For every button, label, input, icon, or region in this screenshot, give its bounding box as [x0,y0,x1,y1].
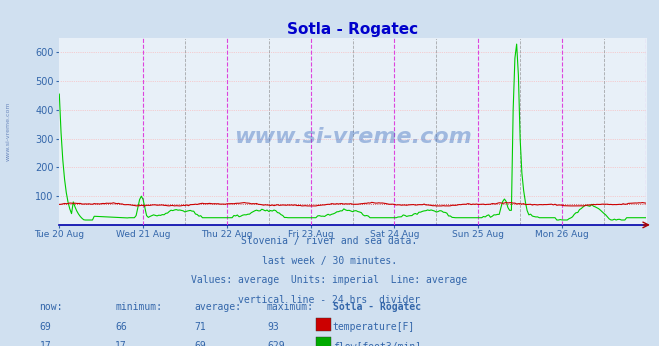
Text: Values: average  Units: imperial  Line: average: Values: average Units: imperial Line: av… [191,275,468,285]
Title: Sotla - Rogatec: Sotla - Rogatec [287,22,418,37]
Text: average:: average: [194,302,241,312]
Text: temperature[F]: temperature[F] [333,322,415,332]
Text: now:: now: [40,302,63,312]
Text: 66: 66 [115,322,127,332]
Text: Sotla - Rogatec: Sotla - Rogatec [333,302,421,312]
Text: 69: 69 [40,322,51,332]
Text: www.si-vreme.com: www.si-vreme.com [234,127,471,147]
Text: last week / 30 minutes.: last week / 30 minutes. [262,256,397,266]
Text: maximum:: maximum: [267,302,314,312]
Text: 93: 93 [267,322,279,332]
Text: minimum:: minimum: [115,302,162,312]
Text: 69: 69 [194,341,206,346]
Text: flow[foot3/min]: flow[foot3/min] [333,341,421,346]
Text: vertical line - 24 hrs  divider: vertical line - 24 hrs divider [239,295,420,305]
Text: 17: 17 [40,341,51,346]
Text: 629: 629 [267,341,285,346]
Text: 71: 71 [194,322,206,332]
Text: 17: 17 [115,341,127,346]
Text: Slovenia / river and sea data.: Slovenia / river and sea data. [241,236,418,246]
Text: www.si-vreme.com: www.si-vreme.com [5,102,11,161]
